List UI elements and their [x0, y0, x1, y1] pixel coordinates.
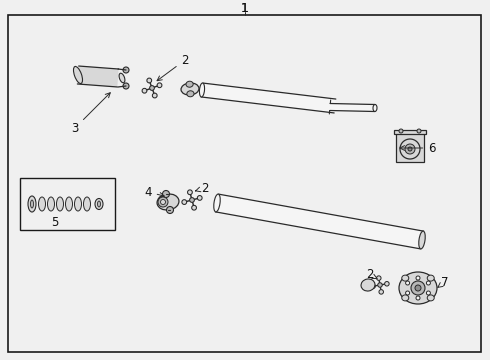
Ellipse shape — [399, 129, 403, 133]
Ellipse shape — [376, 276, 381, 280]
Ellipse shape — [157, 83, 162, 87]
Polygon shape — [216, 194, 423, 249]
Polygon shape — [396, 132, 424, 162]
Ellipse shape — [187, 91, 194, 97]
Ellipse shape — [74, 197, 81, 211]
Ellipse shape — [415, 285, 421, 291]
Ellipse shape — [426, 291, 430, 295]
Ellipse shape — [419, 231, 425, 249]
Ellipse shape — [379, 290, 384, 294]
Polygon shape — [330, 104, 375, 112]
Ellipse shape — [411, 281, 425, 295]
Ellipse shape — [158, 197, 168, 207]
Ellipse shape — [142, 88, 147, 93]
Ellipse shape — [123, 83, 129, 89]
Ellipse shape — [147, 78, 151, 83]
Ellipse shape — [186, 81, 193, 87]
Ellipse shape — [378, 283, 382, 287]
Ellipse shape — [371, 284, 375, 288]
Ellipse shape — [56, 197, 64, 211]
Ellipse shape — [214, 194, 220, 212]
Text: 5: 5 — [51, 216, 59, 229]
Ellipse shape — [427, 275, 434, 281]
Text: 1: 1 — [241, 3, 249, 15]
Ellipse shape — [199, 83, 204, 97]
Ellipse shape — [385, 282, 389, 286]
Ellipse shape — [123, 67, 129, 73]
Ellipse shape — [181, 83, 199, 95]
Text: 7: 7 — [438, 275, 449, 288]
Ellipse shape — [416, 296, 420, 300]
Text: 2: 2 — [157, 54, 189, 81]
Ellipse shape — [400, 139, 420, 159]
Ellipse shape — [182, 200, 187, 204]
Ellipse shape — [188, 190, 192, 195]
Ellipse shape — [74, 67, 82, 84]
Ellipse shape — [417, 129, 421, 133]
Ellipse shape — [427, 295, 434, 301]
Ellipse shape — [408, 147, 412, 151]
Ellipse shape — [98, 201, 100, 207]
Ellipse shape — [119, 73, 125, 83]
Ellipse shape — [405, 144, 415, 154]
Text: 1: 1 — [241, 1, 249, 14]
Ellipse shape — [406, 281, 410, 285]
Ellipse shape — [416, 276, 420, 280]
Ellipse shape — [39, 197, 46, 211]
Polygon shape — [394, 130, 426, 134]
Ellipse shape — [192, 205, 196, 210]
Text: 6: 6 — [400, 141, 436, 154]
Ellipse shape — [66, 197, 73, 211]
Bar — [20, 178, 115, 230]
Ellipse shape — [30, 200, 33, 208]
Ellipse shape — [152, 93, 157, 98]
Ellipse shape — [83, 197, 91, 211]
Ellipse shape — [157, 194, 179, 210]
Text: 2: 2 — [196, 181, 209, 194]
Ellipse shape — [426, 281, 430, 285]
Ellipse shape — [48, 197, 54, 211]
Polygon shape — [201, 83, 336, 113]
Ellipse shape — [402, 295, 409, 301]
Ellipse shape — [95, 198, 103, 210]
Ellipse shape — [399, 272, 437, 304]
Ellipse shape — [373, 104, 377, 112]
Ellipse shape — [361, 279, 375, 291]
Ellipse shape — [163, 190, 170, 198]
Ellipse shape — [28, 196, 36, 212]
Text: 4: 4 — [144, 185, 164, 198]
Text: 2: 2 — [366, 269, 377, 282]
Ellipse shape — [190, 198, 195, 202]
Text: 3: 3 — [72, 93, 110, 135]
Polygon shape — [77, 66, 119, 87]
Ellipse shape — [402, 275, 409, 281]
Ellipse shape — [161, 199, 166, 204]
Ellipse shape — [167, 207, 173, 213]
Ellipse shape — [197, 195, 202, 200]
Ellipse shape — [149, 86, 154, 90]
Ellipse shape — [406, 291, 410, 295]
